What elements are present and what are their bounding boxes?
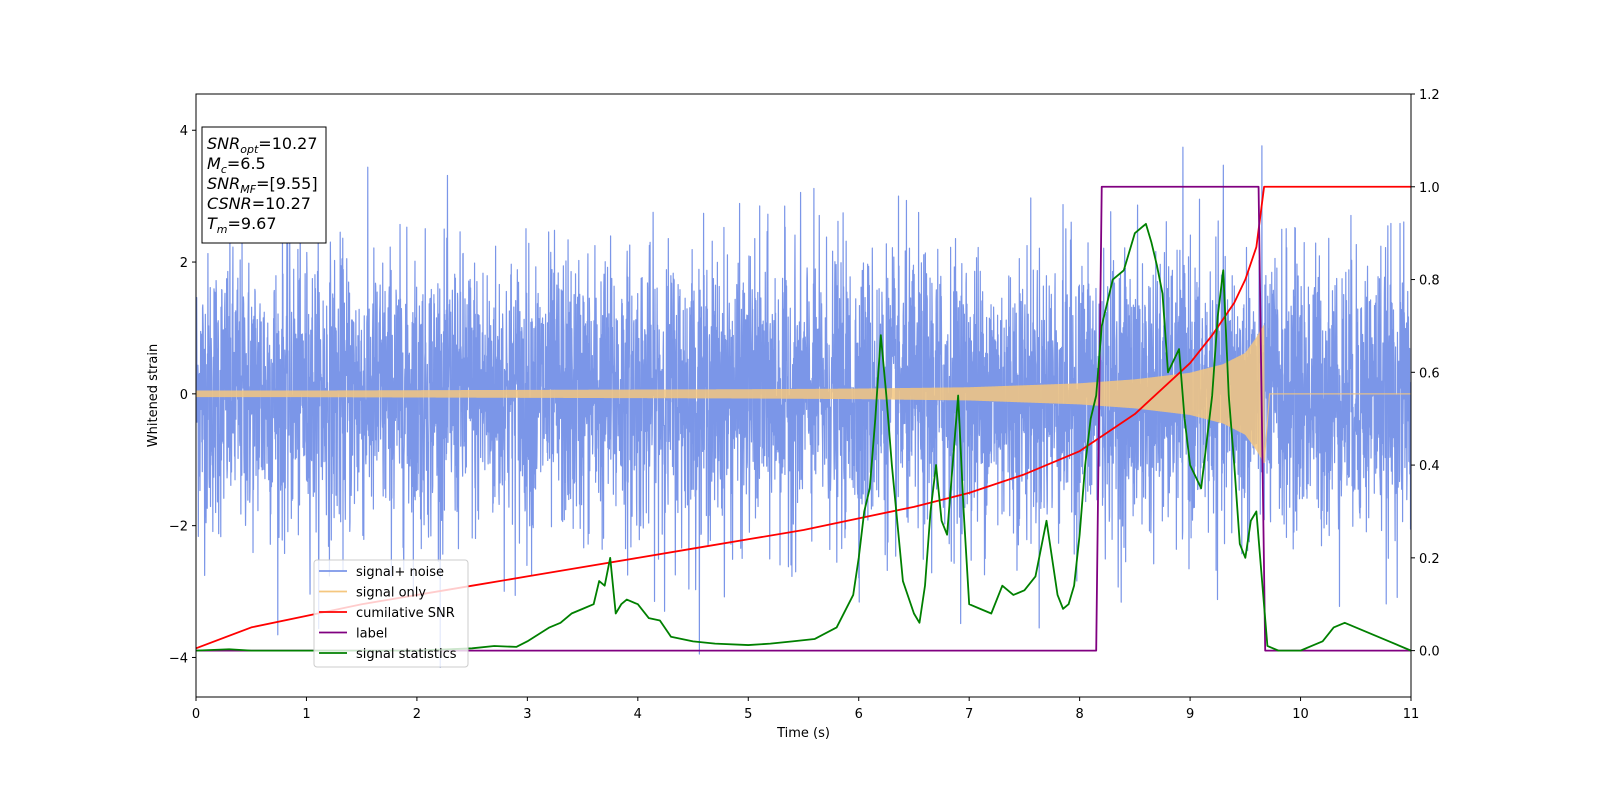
x-tick-label: 2 <box>413 707 421 722</box>
x-tick-label: 5 <box>744 707 752 722</box>
series-line-signal-only <box>196 325 1411 464</box>
x-tick-label: 10 <box>1292 707 1309 722</box>
x-axis: 0 1 2 3 4 5 6 7 8 9 10 11 <box>192 697 1419 722</box>
legend-frame <box>313 559 469 668</box>
x-tick-label: 8 <box>1075 707 1083 722</box>
y-axis-left: 4 2 0 −2 −4 <box>169 124 196 666</box>
y-right-tick-label: 0.6 <box>1419 366 1440 381</box>
x-tick-label: 3 <box>523 707 531 722</box>
series-line-signal-noise <box>196 145 1411 668</box>
y-axis-right: 1.2 1.0 0.8 0.6 0.4 0.2 0.0 <box>1411 88 1440 660</box>
x-tick-label: 4 <box>634 707 642 722</box>
y-right-tick-label: 0.4 <box>1419 459 1440 474</box>
y-left-tick-label: −2 <box>169 520 188 535</box>
y-left-tick-label: 2 <box>180 256 188 271</box>
plot-frame <box>195 93 1412 698</box>
x-tick-label: 9 <box>1186 707 1194 722</box>
x-tick-label: 6 <box>855 707 863 722</box>
x-tick-label: 1 <box>302 707 310 722</box>
y-right-tick-label: 0.2 <box>1419 552 1440 567</box>
legend: signal+ noise signal only cumilative SNR la… <box>313 559 469 668</box>
x-tick-label: 11 <box>1403 707 1420 722</box>
y-right-tick-label: 0.8 <box>1419 274 1440 289</box>
info-line: CSNR=10.27 <box>207 194 311 213</box>
info-box-frame <box>201 126 327 244</box>
legend-label-cumilative-snr: cumilative SNR <box>356 606 455 621</box>
info-line: Tm=9.67 <box>207 214 277 236</box>
legend-label-signal-statistics: signal statistics <box>356 647 457 662</box>
info-box: SNRopt=10.27Mc=6.5SNRMF=[9.55]CSNR=10.27… <box>201 126 327 244</box>
y-right-tick-label: 1.2 <box>1419 88 1440 103</box>
y-right-tick-label: 1.0 <box>1419 181 1440 196</box>
legend-label-label: label <box>356 627 387 642</box>
y-axis-title: Whitened strain <box>146 344 161 447</box>
info-line: SNRopt=10.27 <box>207 134 318 156</box>
y-left-tick-label: 0 <box>180 388 188 403</box>
x-tick-label: 7 <box>965 707 973 722</box>
series-line-signal-statistics <box>196 222 1411 652</box>
y-left-tick-label: −4 <box>169 651 188 666</box>
info-line: Mc=6.5 <box>207 154 266 176</box>
legend-label-signal-noise: signal+ noise <box>356 565 444 580</box>
legend-label-signal-only: signal only <box>356 586 426 601</box>
x-axis-title: Time (s) <box>776 726 830 741</box>
x-tick-label: 0 <box>192 707 200 722</box>
y-left-tick-label: 4 <box>180 124 188 139</box>
y-right-tick-label: 0.0 <box>1419 645 1440 660</box>
info-line: SNRMF=[9.55] <box>207 174 318 196</box>
